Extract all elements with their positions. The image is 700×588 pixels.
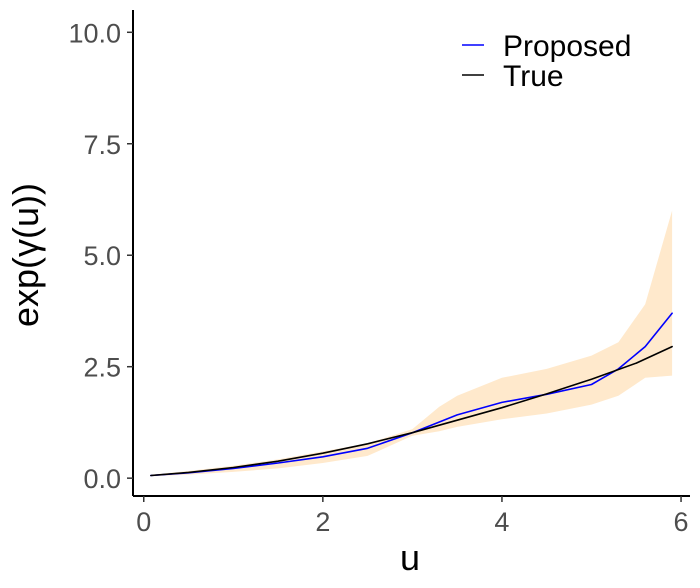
legend: Proposed True [462, 30, 631, 93]
y-tick-label: 7.5 [83, 130, 121, 160]
x-tick-label: 4 [494, 507, 509, 537]
x-tick-label: 0 [136, 507, 151, 537]
confidence-band-layer [150, 210, 673, 477]
confidence-band [150, 210, 673, 477]
x-tick-label: 2 [315, 507, 330, 537]
series-line-true [150, 345, 673, 477]
legend-label-true: True [503, 60, 564, 93]
series-layer [150, 312, 673, 477]
y-tick-label: 5.0 [83, 241, 121, 271]
y-tick-label: 0.0 [83, 464, 121, 494]
x-tick-label: 6 [674, 507, 689, 537]
legend-label-proposed: Proposed [503, 30, 631, 63]
ticks: 0 2 4 6 0.0 2.5 5.0 7.5 10.0 [68, 18, 688, 537]
y-tick-label: 10.0 [68, 18, 121, 48]
x-axis-title: u [400, 537, 420, 578]
axes [132, 10, 690, 497]
y-axis-title: exp(γ(u)) [5, 183, 46, 327]
y-tick-label: 2.5 [83, 353, 121, 383]
